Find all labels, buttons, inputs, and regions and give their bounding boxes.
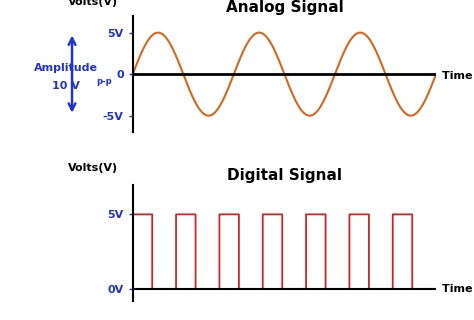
Text: Volts(V): Volts(V) xyxy=(68,0,118,7)
Title: Digital Signal: Digital Signal xyxy=(227,168,342,183)
Text: Time (t): Time (t) xyxy=(442,71,474,82)
Text: Volts(V): Volts(V) xyxy=(68,163,118,173)
Title: Analog Signal: Analog Signal xyxy=(226,0,343,15)
Text: 10 V: 10 V xyxy=(52,81,80,91)
Text: p-p: p-p xyxy=(96,77,112,86)
Text: Time (t): Time (t) xyxy=(442,284,474,294)
Text: Amplitude: Amplitude xyxy=(34,63,98,73)
